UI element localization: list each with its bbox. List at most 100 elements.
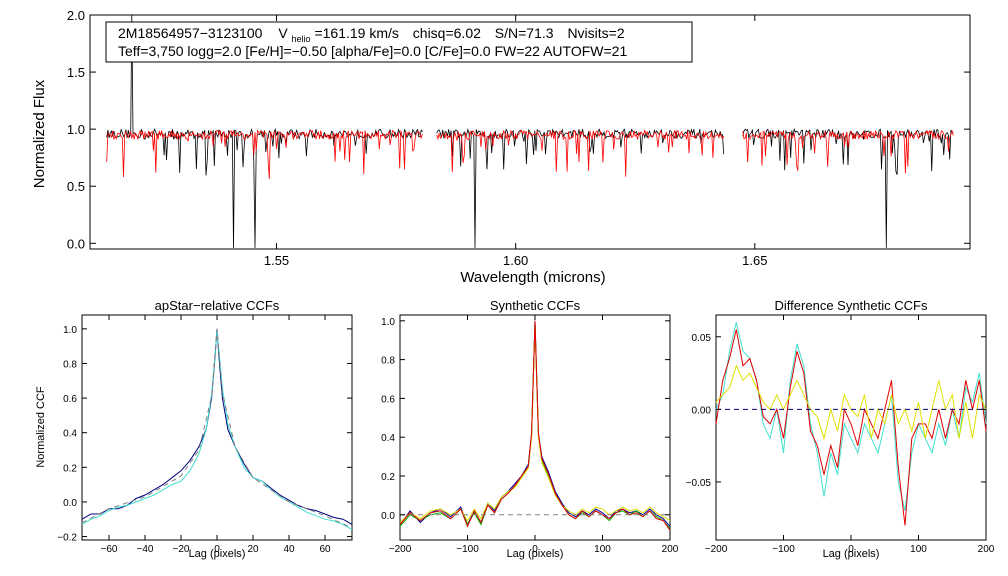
signal-to-noise: S/N=71.3 (495, 25, 554, 41)
spectrum-model-chip-1 (106, 129, 423, 180)
apstar-ccf-x-tick-label: 20 (247, 544, 259, 555)
spectrum-x-axis-label: Wavelength (microns) (460, 269, 605, 286)
spectrum-ticks (90, 14, 970, 249)
spectrum-y-tick-labels: 0.0 0.5 1.0 1.5 2.0 (67, 8, 85, 251)
apstar-ccf-y-tick-label: 0.0 (63, 498, 77, 509)
synthetic-ccf-x-tick-label: 200 (662, 544, 679, 555)
apstar-ccf-panel: apStar−relative CCFs −0.2 0.0 0.2 0.4 0.6 0.8… (35, 298, 353, 560)
synthetic-ccf-x-tick-label: −200 (389, 544, 412, 555)
synthetic-ccf-y-tick-labels: 0.0 0.2 0.4 0.6 0.8 1.0 (381, 317, 395, 522)
spectrum-x-tick-label: 1.60 (503, 253, 528, 268)
synthetic-ccf-x-tick-labels: −200 −100 0 100 200 (389, 544, 679, 555)
star-id: 2M18564957−3123100 (118, 25, 263, 41)
info-line-1: 2M18564957−3123100 V helio =161.19 km/s … (118, 25, 625, 45)
difference-ccf-x-tick-label: 100 (910, 544, 927, 555)
vhelio-subscript: helio (292, 34, 311, 44)
synthetic-ccf-series-green (399, 322, 671, 529)
difference-ccf-series-red (715, 329, 987, 526)
spectrum-model-chip-2 (436, 128, 725, 177)
apstar-ccf-series-combined (81, 328, 353, 525)
apstar-ccf-y-tick-label: 0.4 (63, 429, 77, 440)
synthetic-ccf-y-tick-label: 0.6 (381, 394, 395, 405)
apstar-ccf-x-tick-label: −60 (101, 544, 118, 555)
spectrum-x-tick-labels: 1.55 1.60 1.65 (264, 253, 768, 268)
difference-ccf-frame (715, 314, 987, 541)
apstar-ccf-title: apStar−relative CCFs (155, 298, 280, 313)
spectrum-y-tick-label: 1.5 (67, 65, 85, 80)
synthetic-ccf-y-tick-label: 0.8 (381, 356, 395, 367)
nvisits-value: Nvisits=2 (567, 25, 624, 41)
stellar-parameters: Teff=3,750 logg=2.0 [Fe/H]=−0.50 [alpha/… (118, 43, 627, 59)
apstar-ccf-x-tick-label: 60 (319, 544, 331, 555)
difference-ccf-x-tick-labels: −200 −100 0 100 200 (705, 544, 995, 555)
synthetic-ccf-y-tick-label: 1.0 (381, 317, 395, 328)
vhelio-value: =161.19 km/s (314, 25, 398, 41)
difference-ccf-y-tick-labels: −0.05 0.00 0.05 (686, 333, 712, 489)
difference-ccf-x-tick-label: 0 (848, 544, 854, 555)
difference-ccf-series-turquoise (715, 322, 987, 512)
synthetic-ccf-y-tick-label: 0.2 (381, 472, 395, 483)
apstar-ccf-series-dashed (81, 328, 353, 529)
synthetic-ccf-x-axis-label: Lag (pixels) (507, 548, 564, 560)
synthetic-ccf-series-blue (399, 320, 671, 527)
apstar-ccf-y-tick-label: 0.6 (63, 394, 77, 405)
synthetic-ccf-x-tick-label: 100 (594, 544, 611, 555)
apstar-ccf-x-tick-label: −20 (173, 544, 190, 555)
synthetic-ccf-title: Synthetic CCFs (490, 298, 581, 313)
apstar-ccf-x-tick-label: 40 (283, 544, 295, 555)
synthetic-ccf-x-tick-label: 0 (532, 544, 538, 555)
synthetic-ccf-series-yellow (399, 324, 671, 523)
spectrum-observed-chip-3 (742, 127, 954, 248)
synthetic-ccf-y-tick-label: 0.4 (381, 433, 395, 444)
apstar-ccf-y-tick-label: 0.8 (63, 359, 77, 370)
apstar-ccf-x-tick-label: −40 (137, 544, 154, 555)
difference-ccf-panel: Difference Synthetic CCFs −0.050.000.05 … (686, 298, 995, 560)
synthetic-ccf-series (399, 320, 671, 531)
apstar-ccf-y-tick-labels: −0.2 0.0 0.2 0.4 0.6 0.8 1.0 (57, 325, 77, 544)
difference-ccf-x-tick-label: −100 (772, 544, 795, 555)
apstar-ccf-y-tick-label: 0.2 (63, 463, 77, 474)
apstar-ccf-x-tick-labels: −60 −40 −20 0 20 40 60 (101, 544, 331, 555)
difference-ccf-y-tick-label: −0.05 (686, 478, 712, 489)
spectrum-plot-frame (89, 14, 971, 250)
spectrum-y-tick-label: 0.5 (67, 179, 85, 194)
difference-ccf-x-tick-label: 200 (978, 544, 995, 555)
difference-ccf-title: Difference Synthetic CCFs (775, 298, 928, 313)
difference-ccf-x-tick-label: −200 (705, 544, 728, 555)
synthetic-ccf-ticks (399, 315, 671, 540)
synthetic-ccf-series-red (399, 320, 671, 531)
spectrum-y-tick-label: 1.0 (67, 122, 85, 137)
apstar-ccf-y-tick-label: 1.0 (63, 325, 77, 336)
spectrum-observed-chip-2 (436, 128, 725, 248)
apstar-ccf-ticks (82, 315, 352, 540)
difference-ccf-series-yellow (715, 364, 987, 441)
spectrum-y-tick-label: 2.0 (67, 8, 85, 23)
synthetic-ccf-frame (399, 314, 671, 541)
apstar-ccf-series (81, 328, 353, 531)
spectrum-model-chip-3 (742, 129, 954, 174)
spectrum-y-axis-label: Normalized Flux (31, 79, 48, 188)
star-info-box: 2M18564957−3123100 V helio =161.19 km/s … (105, 21, 693, 63)
apstar-ccf-x-axis-label: Lag (pixels) (189, 548, 246, 560)
synthetic-ccf-x-tick-label: −100 (456, 544, 479, 555)
difference-ccf-y-tick-label: 0.05 (692, 333, 712, 344)
apstar-ccf-x-tick-label: 0 (214, 544, 220, 555)
difference-ccf-x-axis-label: Lag (pixels) (823, 548, 880, 560)
difference-ccf-series (715, 322, 987, 526)
synthetic-ccf-y-tick-label: 0.0 (381, 511, 395, 522)
difference-ccf-y-tick-label: 0.00 (692, 405, 712, 416)
difference-ccf-ticks (715, 315, 987, 540)
apstar-ccf-y-axis-label: Normalized CCF (35, 386, 47, 468)
synthetic-ccf-panel: Synthetic CCFs 0.0 0.2 0.4 0.6 0.8 1.0 −200 −1… (381, 298, 679, 560)
spectrum-panel: 0.0 0.5 1.0 1.5 2.0 1.55 1.60 1.65 Wavelength … (31, 8, 971, 286)
apstar-ccf-series-visit-1 (81, 330, 353, 531)
chisq-value: chisq=6.02 (413, 25, 481, 41)
apstar-ccf-y-tick-label: −0.2 (57, 533, 77, 544)
spectrum-x-tick-label: 1.65 (742, 253, 767, 268)
spectrum-x-tick-label: 1.55 (264, 253, 289, 268)
spectrum-y-tick-label: 0.0 (67, 236, 85, 251)
star-info-box-border (105, 21, 693, 63)
vhelio-symbol: V (278, 25, 288, 41)
spectrum-series (106, 14, 954, 248)
